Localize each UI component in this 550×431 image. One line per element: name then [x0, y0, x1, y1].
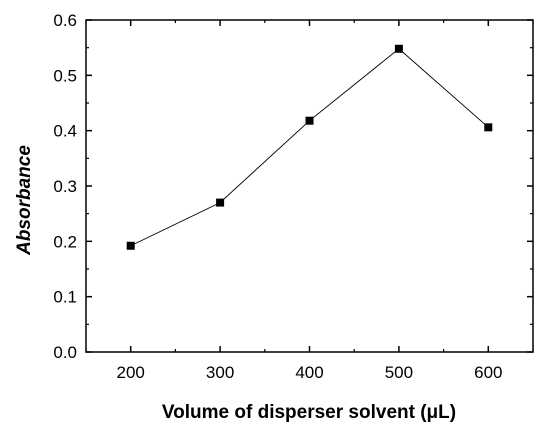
- data-point: [484, 123, 493, 132]
- x-tick-label: 500: [385, 363, 413, 382]
- y-tick-label: 0.0: [53, 343, 77, 362]
- data-point: [126, 241, 135, 250]
- y-tick-label: 0.1: [53, 288, 77, 307]
- plot-frame: [85, 19, 534, 353]
- y-tick-label: 0.3: [53, 177, 77, 196]
- y-axis-title: Absorbance: [14, 145, 35, 256]
- plot-layer: [85, 19, 534, 353]
- series-layer: [126, 44, 493, 250]
- data-point: [394, 44, 403, 53]
- ticks-layer: 0.0 0.1 0.2 0.3 0.4 0.5 0.6 200 300 400 500 600: [53, 11, 534, 382]
- series-line: [130, 48, 489, 247]
- y-tick-label: 0.2: [53, 232, 77, 251]
- y-tick-label: 0.4: [53, 122, 77, 141]
- x-tick-label: 400: [295, 363, 323, 382]
- y-tick-label: 0.6: [53, 11, 77, 30]
- data-point: [305, 116, 314, 125]
- y-tick-label: 0.5: [53, 66, 77, 85]
- x-tick-label: 200: [117, 363, 145, 382]
- x-tick-label: 600: [474, 363, 502, 382]
- data-point: [216, 198, 225, 207]
- x-tick-label: 300: [206, 363, 234, 382]
- x-axis-title: Volume of disperser solvent (μL): [162, 402, 456, 423]
